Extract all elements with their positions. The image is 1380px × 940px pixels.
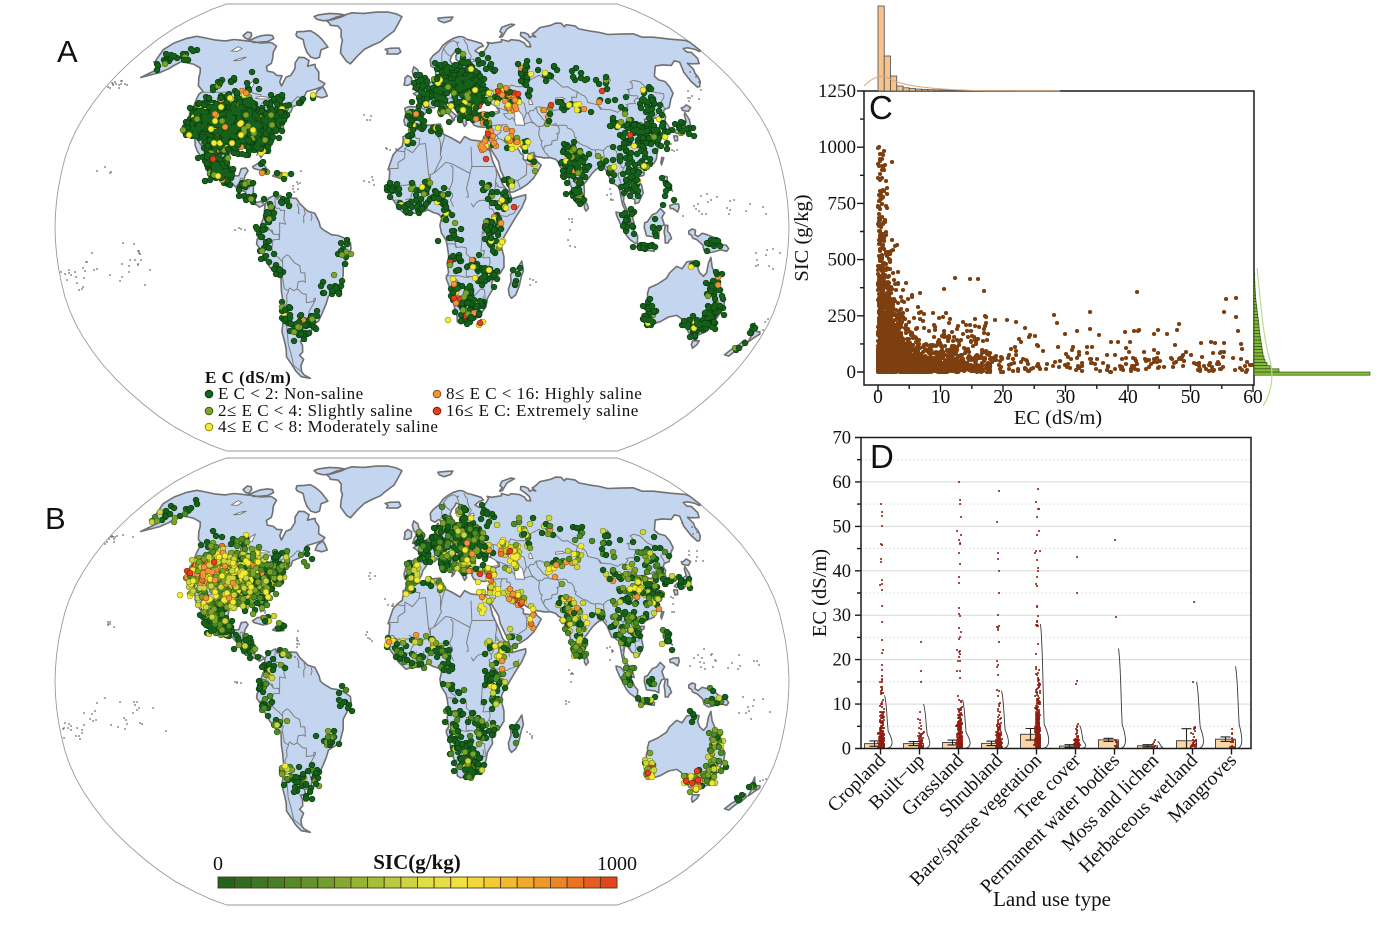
- svg-text:1250: 1250: [818, 81, 856, 102]
- svg-text:40: 40: [1118, 387, 1138, 408]
- svg-text:4≤ E C < 8: Moderately saline: 4≤ E C < 8: Moderately saline: [218, 417, 438, 436]
- svg-text:SIC(g/kg): SIC(g/kg): [373, 850, 461, 874]
- svg-text:50: 50: [1181, 387, 1201, 408]
- svg-text:50: 50: [833, 517, 852, 537]
- svg-text:10: 10: [833, 695, 852, 715]
- svg-text:C: C: [869, 89, 893, 126]
- svg-text:A: A: [57, 34, 78, 69]
- svg-text:0: 0: [842, 740, 851, 760]
- svg-text:10: 10: [931, 387, 951, 408]
- svg-text:30: 30: [833, 606, 852, 626]
- svg-text:0: 0: [213, 853, 223, 875]
- svg-text:40: 40: [833, 562, 852, 582]
- svg-text:Land use type: Land use type: [993, 887, 1111, 911]
- svg-text:1000: 1000: [818, 137, 856, 158]
- svg-text:750: 750: [828, 193, 857, 214]
- svg-text:0: 0: [873, 387, 883, 408]
- svg-text:60: 60: [833, 473, 852, 493]
- svg-text:60: 60: [1243, 387, 1263, 408]
- svg-text:B: B: [45, 501, 66, 536]
- svg-text:1000: 1000: [597, 853, 637, 875]
- svg-text:0: 0: [847, 362, 857, 383]
- svg-text:16≤ E C: Extremely saline: 16≤ E C: Extremely saline: [446, 401, 639, 420]
- svg-text:30: 30: [1056, 387, 1076, 408]
- svg-text:EC (dS/m): EC (dS/m): [1014, 407, 1102, 429]
- svg-text:250: 250: [828, 306, 857, 327]
- svg-text:70: 70: [833, 428, 852, 448]
- svg-text:D: D: [870, 438, 894, 475]
- svg-text:500: 500: [828, 250, 857, 271]
- svg-text:EC (dS/m): EC (dS/m): [809, 549, 831, 637]
- svg-text:SIC (g/kg): SIC (g/kg): [791, 194, 813, 281]
- svg-text:20: 20: [993, 387, 1013, 408]
- svg-text:20: 20: [833, 651, 852, 671]
